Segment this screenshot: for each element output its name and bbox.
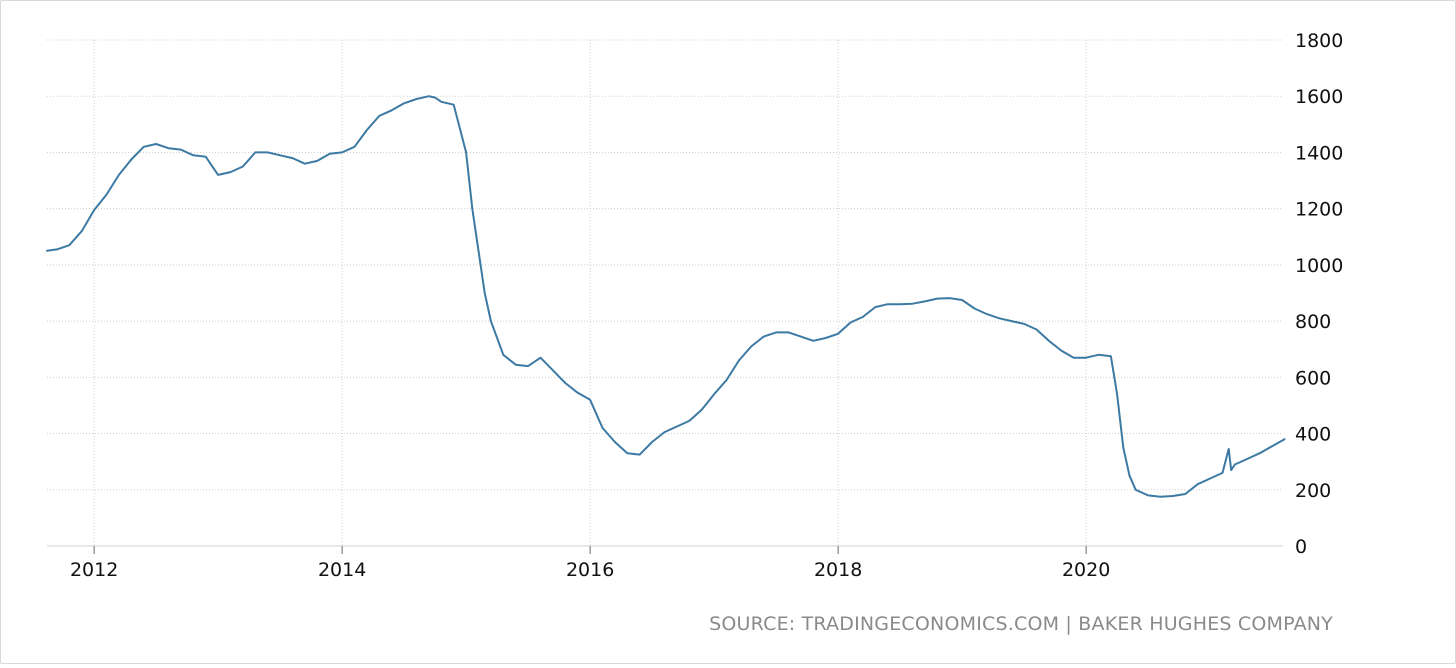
x-tick-label: 2020: [1062, 559, 1110, 581]
y-tick-label: 600: [1295, 367, 1331, 389]
x-tick-label: 2014: [318, 559, 366, 581]
y-tick-label: 1200: [1295, 199, 1343, 221]
x-tick-label: 2012: [70, 559, 118, 581]
y-tick-label: 200: [1295, 480, 1331, 502]
source-note: SOURCE: TRADINGECONOMICS.COM | BAKER HUG…: [709, 613, 1333, 635]
x-tick-label: 2018: [814, 559, 862, 581]
y-tick-label: 400: [1295, 424, 1331, 446]
series-line-0: [46, 95, 1286, 498]
y-tick-label: 800: [1295, 311, 1331, 333]
y-tick-label: 1400: [1295, 142, 1343, 164]
x-tick-label: 2016: [566, 559, 614, 581]
y-tick-label: 1800: [1295, 30, 1343, 52]
y-tick-label: 1000: [1295, 255, 1343, 277]
grid: [47, 39, 1283, 546]
series-group: [46, 95, 1286, 498]
x-axis: 2012 2014 2016 2018 2020: [47, 545, 1283, 581]
y-axis: 0 200 400 600 800 1000 1200 1400 1600 1800: [1295, 30, 1343, 558]
y-tick-label: 0: [1295, 536, 1307, 558]
y-tick-label: 1600: [1295, 86, 1343, 108]
